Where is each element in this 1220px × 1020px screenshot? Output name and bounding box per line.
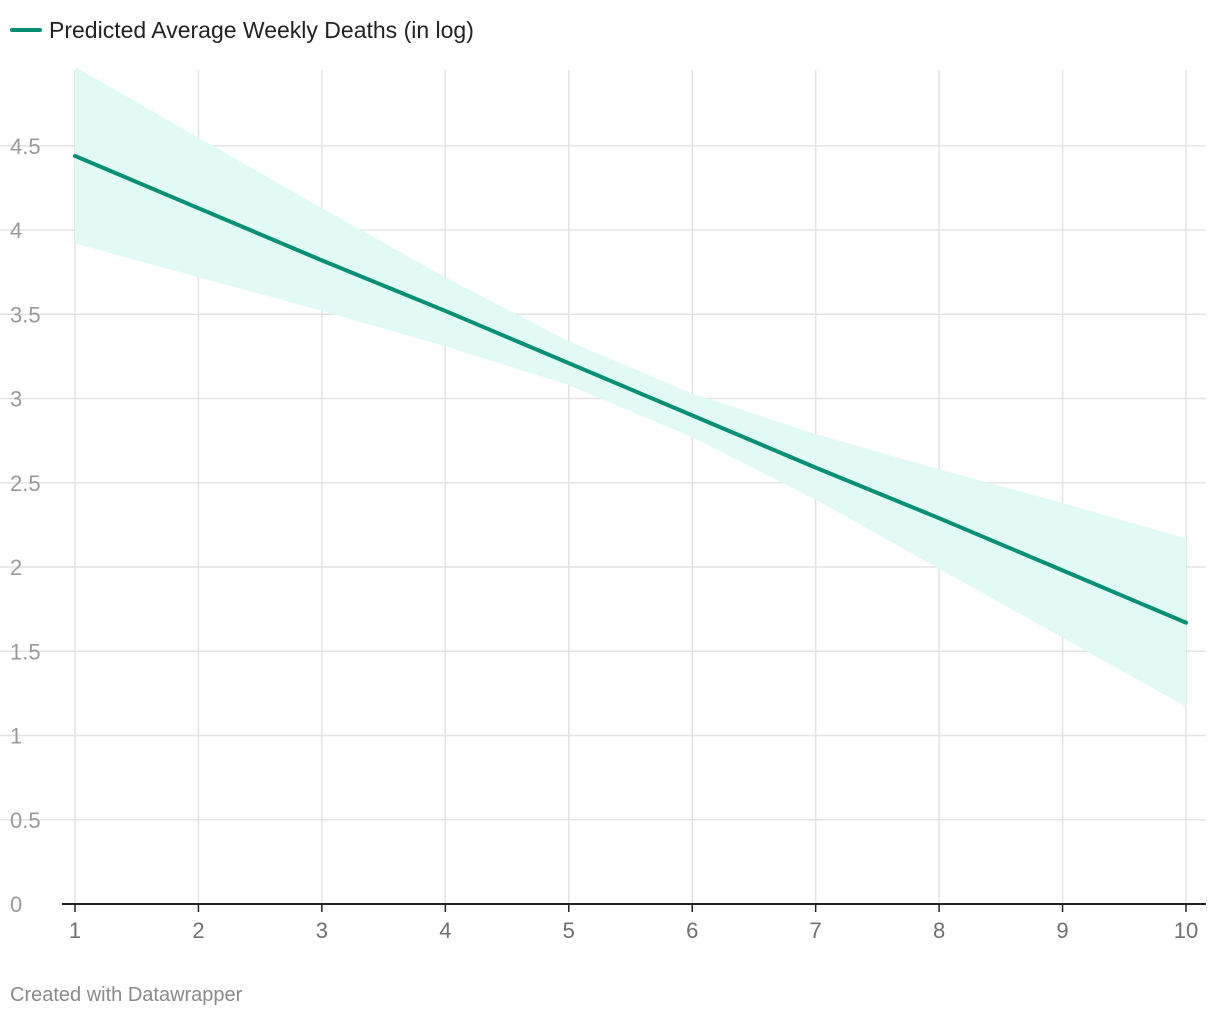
y-tick-label: 2	[10, 555, 22, 580]
x-tick-label: 8	[933, 918, 945, 943]
series-line	[73, 153, 1188, 625]
y-tick-label: 0	[10, 892, 22, 917]
y-tick-label: 3.5	[10, 302, 41, 327]
y-axis-ticks: 0 0.5 1 1.5 2 2.5 3 3.5 4 4.5	[10, 134, 41, 917]
y-tick-label: 2.5	[10, 471, 41, 496]
x-tick-label: 2	[192, 918, 204, 943]
x-tick-label: 5	[563, 918, 575, 943]
y-tick-label: 4	[10, 218, 22, 243]
legend: Predicted Average Weekly Deaths (in log)	[10, 14, 474, 46]
y-tick-label: 0.5	[10, 808, 41, 833]
datawrapper-credit: Created with Datawrapper	[10, 984, 243, 1006]
x-tick-label: 10	[1174, 918, 1198, 943]
legend-label: Predicted Average Weekly Deaths (in log)	[49, 16, 474, 43]
y-tick-label: 1.5	[10, 639, 41, 664]
x-tick-label: 9	[1056, 918, 1068, 943]
x-tick-label: 4	[439, 918, 451, 943]
y-tick-label: 3	[10, 387, 22, 412]
x-tick-label: 1	[69, 918, 81, 943]
y-tick-label: 4.5	[10, 134, 41, 159]
legend-swatch	[10, 28, 42, 32]
x-tick-label: 7	[810, 918, 822, 943]
y-tick-label: 1	[10, 724, 22, 749]
confidence-band-layer	[75, 66, 1186, 707]
x-axis-ticks: 1 2 3 4 5 6 7 8 9 10	[69, 904, 1198, 943]
x-tick-label: 6	[686, 918, 698, 943]
confidence-band	[75, 66, 1186, 707]
x-tick-label: 3	[316, 918, 328, 943]
series-layer	[73, 153, 1188, 625]
